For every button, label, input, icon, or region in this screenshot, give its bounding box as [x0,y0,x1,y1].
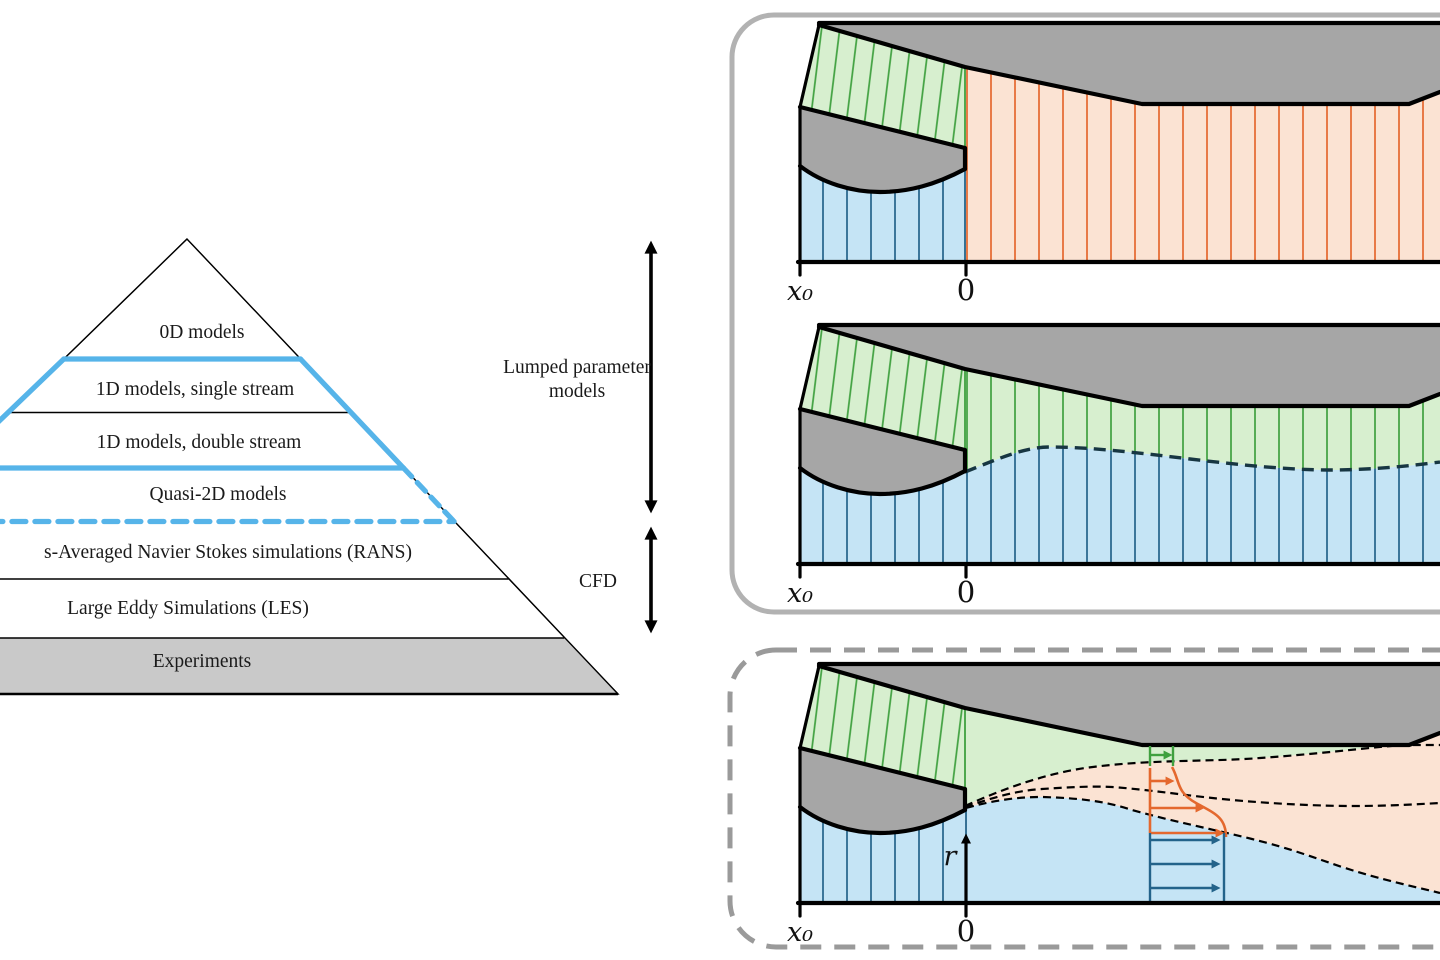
label-x0: x₀ [787,917,813,948]
pyramid-level-1d-double: 1D models, double stream [97,432,302,453]
diagram-double-stream: x₀ 0 [787,322,1440,609]
experiments-band [0,638,618,694]
lumped-label-line1: Lumped parameter [503,357,651,378]
nacelle-bottom-line [816,663,1440,748]
pyramid-level-rans: s-Averaged Navier Stokes simulations (RA… [44,542,412,563]
nacelle [819,325,1440,406]
lumped-models-panel: x₀ 0 x₀ 0 [729,12,1440,615]
body-top-edge [797,104,968,172]
body-top-edge [797,406,968,474]
pyramid-level-0d: 0D models [159,322,244,343]
pyramid-level-experiments: Experiments [153,651,252,672]
center-body [800,107,965,192]
label-origin: 0 [957,273,975,307]
body-bottom-curve [797,465,968,497]
diagram-single-stream: x₀ 0 [787,20,1440,307]
pyramid-level-1d-single: 1D models, single stream [96,379,294,400]
nacelle [819,23,1440,104]
body-bottom-curve [797,163,968,195]
core-stream-inlet [800,166,965,262]
nacelle [819,664,1440,745]
pyramid-level-quasi-2d: Quasi-2D models [149,484,286,505]
label-r: r [944,841,959,872]
label-x0: x₀ [787,276,813,307]
lumped-panel-border [729,12,1440,615]
core-stream-region [966,797,1440,903]
body-top-edge [797,745,968,813]
pyramid-level-les: Large Eddy Simulations (LES) [67,598,309,619]
mixing-boundary-upper [964,743,1440,808]
body-bottom-curve [797,804,968,836]
core-stream-region [800,447,1440,564]
highlight-trapezoid [0,356,457,525]
mixing-boundary-lower [965,795,1440,895]
nacelle-bottom-line [816,324,1440,409]
center-body [800,409,965,494]
mixing-profile-curve [1170,766,1228,838]
model-hierarchy-pyramid: 0D models 1D models, single stream 1D mo… [0,238,620,696]
velocity-profile-mixing [1148,766,1228,838]
label-origin: 0 [957,575,975,609]
diagram-rans-mixing: r x₀ 0 [787,661,1440,948]
dividing-streamline [964,445,1440,474]
cfd-panel-border [727,647,1440,950]
velocity-profile-bypass [1148,746,1175,766]
center-body [800,748,965,833]
scale-brackets: Lumped parameter models CFD [503,240,658,634]
mixed-stream-region [965,67,1440,262]
nacelle-bottom-line [816,22,1440,107]
velocity-profile-core [1148,833,1226,903]
cfd-label: CFD [579,571,617,592]
label-origin: 0 [957,914,975,948]
mixing-layer-region [965,733,1440,893]
core-stream-inlet [800,807,965,903]
lumped-label-line2: models [549,381,605,402]
label-x0: x₀ [787,578,813,609]
cfd-panel: r x₀ 0 [727,647,1440,950]
